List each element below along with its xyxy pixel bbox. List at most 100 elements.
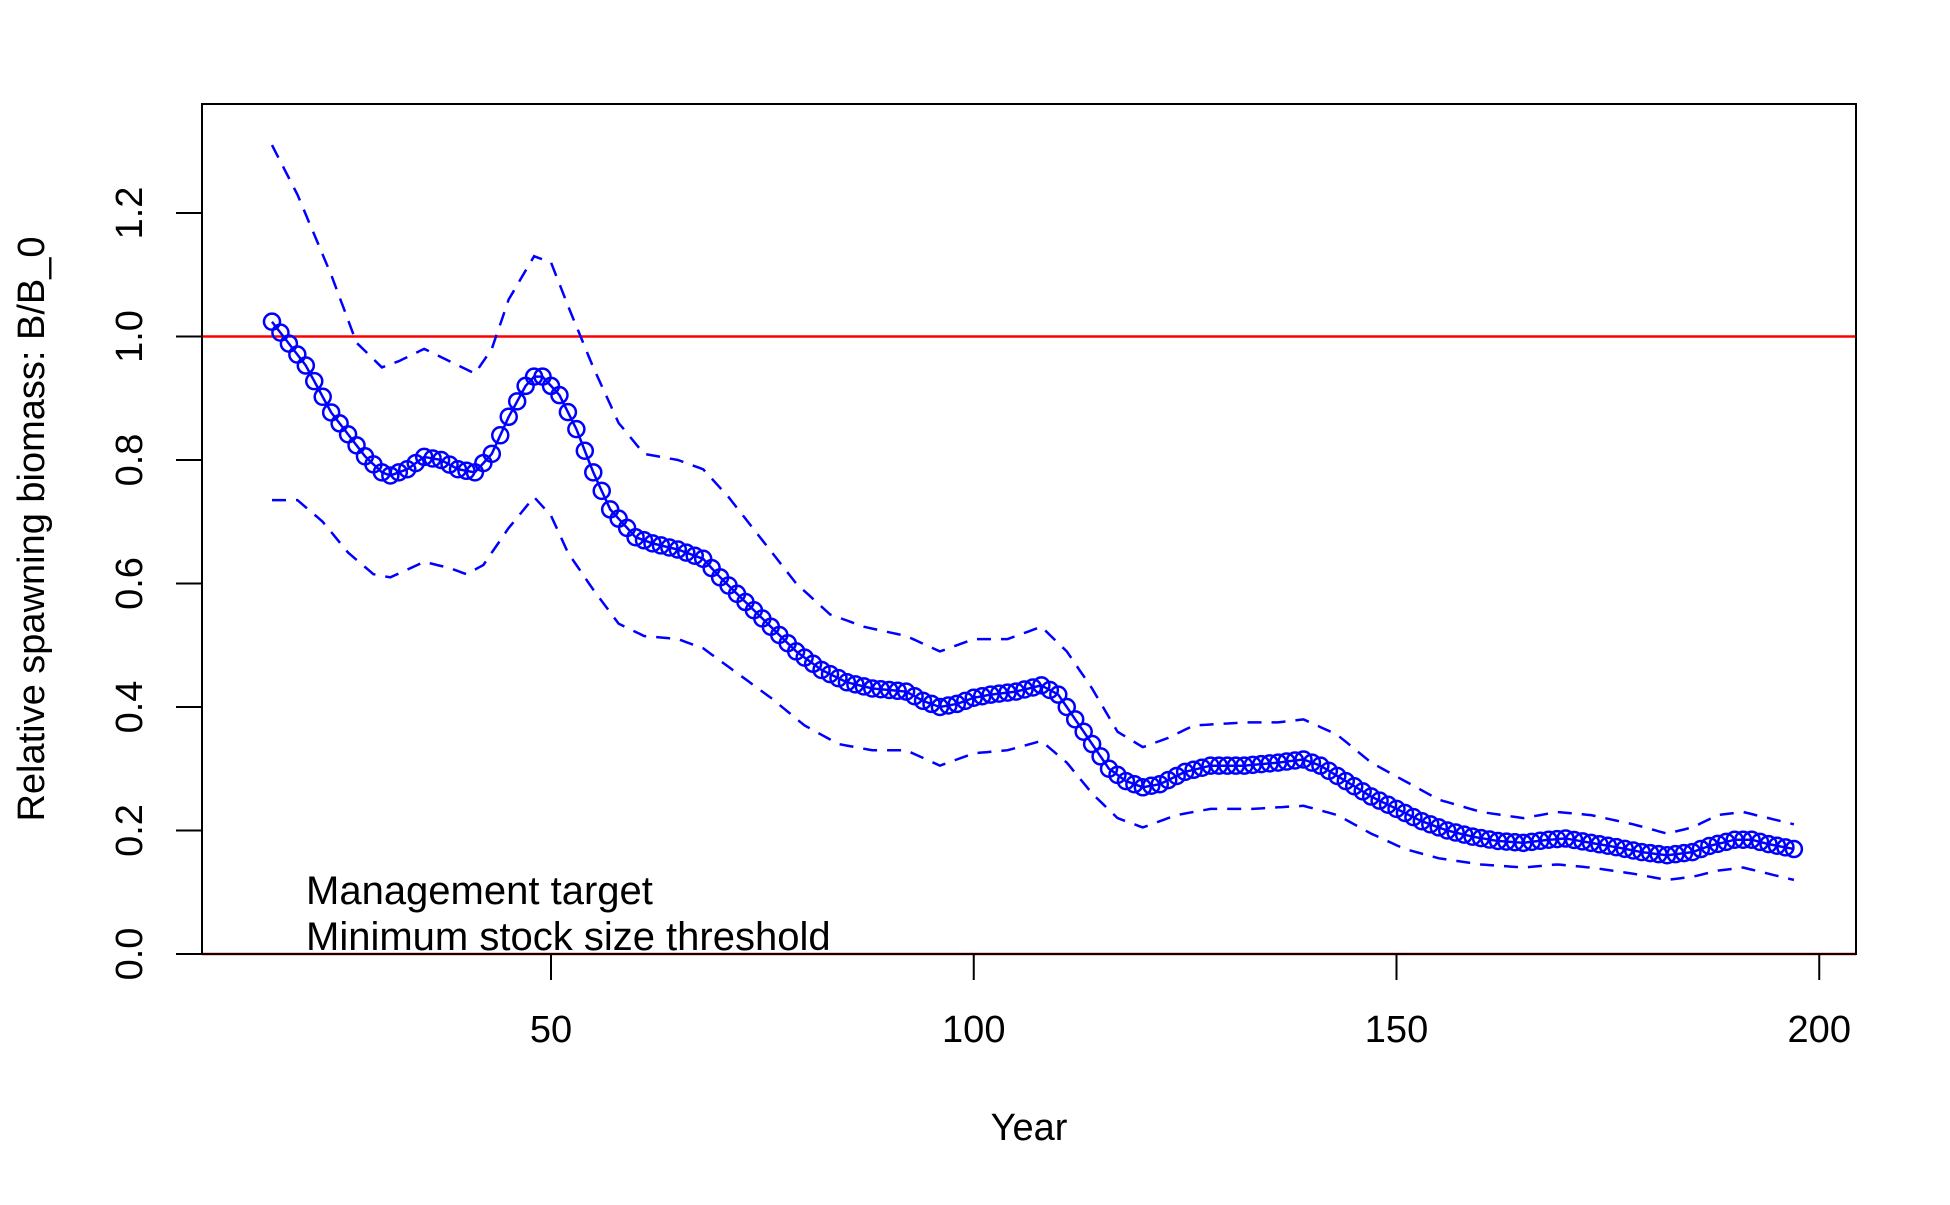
estimate-point: [930, 697, 950, 717]
estimate-point: [524, 367, 544, 386]
estimate-point: [1302, 753, 1322, 772]
estimate-point: [592, 481, 611, 501]
estimate-point: [1006, 682, 1026, 701]
estimate-point: [491, 426, 510, 445]
estimate-point: [829, 668, 848, 688]
y-tick-label: 1.0: [109, 310, 151, 363]
estimate-point: [1015, 680, 1034, 699]
y-axis: 0.0 0.2 0.4 0.6 0.8 1.0 1.2: [109, 187, 202, 980]
estimate-point: [1598, 836, 1618, 855]
x-axis: 50 100 150 200: [530, 954, 1851, 1051]
estimate-line: [271, 320, 1795, 857]
estimate-point: [1378, 795, 1398, 815]
estimate-point: [1454, 825, 1474, 844]
estimate-point: [1784, 839, 1804, 859]
estimate-point: [1370, 791, 1389, 810]
estimate-point: [1446, 823, 1465, 842]
estimate-point: [668, 540, 688, 559]
estimate-point: [1057, 697, 1077, 717]
estimate-point: [1082, 734, 1102, 754]
estimate-point: [1683, 842, 1702, 862]
estimate-point: [1294, 750, 1313, 769]
estimate-point: [651, 536, 671, 555]
x-tick-label: 200: [1788, 1009, 1851, 1051]
estimate-point: [939, 696, 958, 715]
y-tick-label: 0.8: [109, 434, 151, 487]
estimate-point: [1615, 839, 1635, 859]
estimate-point: [820, 664, 840, 684]
estimate-point: [1437, 821, 1457, 840]
estimate-point: [1116, 771, 1136, 791]
estimate-point: [305, 371, 324, 391]
estimate-point: [567, 419, 586, 439]
x-tick-label: 150: [1365, 1009, 1428, 1051]
y-tick-label: 0.4: [109, 681, 151, 734]
estimate-point: [1471, 828, 1491, 848]
estimate-point: [1158, 770, 1178, 790]
estimate-point: [448, 460, 468, 479]
estimate-point: [482, 444, 502, 464]
estimate-point: [634, 531, 654, 550]
x-tick-label: 100: [942, 1009, 1005, 1051]
estimate-point: [1691, 839, 1711, 859]
estimate-point: [660, 538, 679, 557]
estimate-point: [1750, 832, 1770, 852]
plot-frame: [201, 103, 1857, 955]
estimate-point: [389, 463, 409, 482]
estimate-point: [1674, 843, 1694, 863]
estimate-point: [262, 312, 282, 331]
y-tick-label: 1.2: [109, 187, 151, 240]
estimate-point: [1175, 762, 1195, 782]
estimate-point: [972, 686, 992, 706]
estimate-point: [1091, 747, 1110, 766]
estimate-point: [1623, 841, 1643, 860]
lower-bound-line: [272, 495, 1795, 882]
estimate-point: [1429, 818, 1449, 837]
estimate-point: [381, 466, 400, 485]
y-axis-label: Relative spawning biomass: B/B_0: [11, 236, 53, 821]
estimate-point: [1463, 827, 1482, 846]
estimate-point: [1184, 760, 1203, 780]
estimate-point: [1074, 722, 1093, 741]
estimate-point: [956, 691, 975, 711]
estimate-point: [1708, 834, 1728, 854]
reference-lines: [202, 335, 1856, 956]
estimate-point: [1412, 811, 1432, 831]
estimate-point: [1142, 776, 1161, 795]
estimate-point: [964, 688, 983, 707]
estimate-point: [913, 691, 933, 711]
x-tick-label: 50: [530, 1009, 572, 1051]
y-tick-label: 0.2: [109, 804, 151, 857]
estimate-point: [575, 441, 595, 460]
estimate-point: [1167, 766, 1186, 786]
estimate-point: [1607, 837, 1626, 857]
estimate-point: [643, 534, 662, 553]
estimate-point: [1759, 834, 1778, 854]
estimate-point: [1049, 685, 1068, 704]
estimate-point: [888, 681, 907, 701]
upper-bound-line: [270, 144, 1795, 835]
estimate-point: [1404, 807, 1423, 827]
estimate-point: [685, 546, 704, 565]
estimate-point: [1776, 838, 1795, 857]
estimate-point: [1421, 815, 1440, 834]
estimate-point: [837, 673, 857, 692]
estimate-point: [1556, 829, 1575, 848]
estimate-point: [414, 447, 434, 467]
estimate-point: [1387, 799, 1406, 819]
estimate-point: [677, 543, 696, 562]
legend-minimum-stock-threshold: Minimum stock size threshold: [306, 915, 831, 959]
estimate-point: [1395, 803, 1415, 823]
estimate-point: [1564, 830, 1584, 850]
estimate-point: [1700, 836, 1719, 856]
estimate-point: [1590, 835, 1609, 854]
estimate-point: [550, 385, 569, 405]
estimate-point: [846, 675, 865, 694]
estimate-point: [812, 660, 831, 680]
estimate-point: [507, 392, 527, 411]
estimate-point: [1065, 710, 1085, 729]
series-layer: [262, 144, 1804, 882]
estimate-point: [1133, 778, 1153, 797]
y-tick-label: 0.6: [109, 557, 151, 610]
